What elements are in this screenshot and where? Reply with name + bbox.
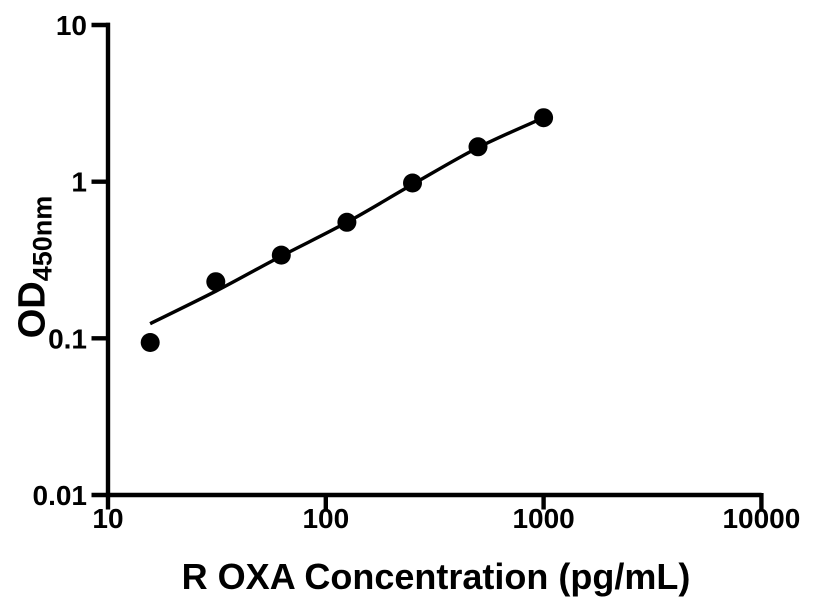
data-point xyxy=(271,245,291,265)
y-tick-label: 1 xyxy=(71,167,87,198)
data-point xyxy=(468,137,488,157)
data-point xyxy=(534,108,554,128)
data-point xyxy=(206,272,226,292)
x-tick-label: 100 xyxy=(302,503,349,534)
y-axis-title-subscript: 450nm xyxy=(27,195,58,282)
data-point xyxy=(403,173,422,193)
y-tick-label: 0.01 xyxy=(33,480,88,511)
y-axis-title-main: OD xyxy=(11,281,54,339)
axis-spine xyxy=(105,22,762,498)
x-axis-title: R OXA Concentration (pg/mL) xyxy=(181,556,691,597)
data-point xyxy=(140,333,160,352)
x-tick-label: 1000 xyxy=(512,503,574,534)
y-tick-label: 0.1 xyxy=(48,323,87,354)
x-tick-label: 10 xyxy=(92,503,123,534)
y-tick-label: 10 xyxy=(56,10,87,41)
x-tick-label: 10000 xyxy=(722,503,800,534)
data-point xyxy=(337,212,357,232)
y-axis-title: OD450nm xyxy=(12,196,59,339)
